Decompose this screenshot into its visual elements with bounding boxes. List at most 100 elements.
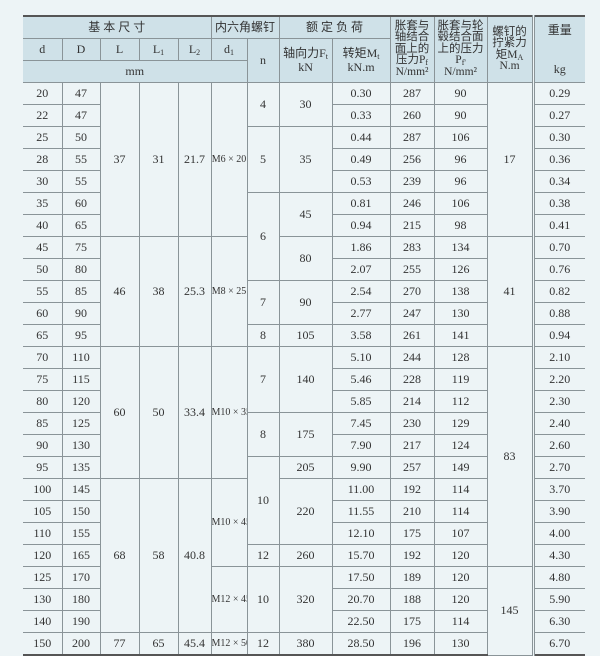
cell-pf: 175	[389, 522, 435, 545]
cell-pf2: 120	[433, 588, 488, 611]
cell-ft: 140	[278, 346, 333, 413]
header-L1-sub: 1	[160, 47, 165, 57]
header-mm-unit: mm	[23, 60, 248, 83]
header-L2: L2	[177, 38, 212, 61]
table-body: 20 47 37 31 21.7 M6 × 20 4 30 0.30 287 90 17 0.29 22 4…	[23, 82, 586, 656]
cell-kg: 4.30	[531, 544, 586, 567]
cell-pf: 217	[389, 434, 435, 457]
cell-d: 180	[61, 588, 101, 611]
cell-l1: 31	[138, 82, 179, 237]
header-basic-dimensions: 基 本 尺 寸	[23, 15, 212, 39]
cell-l2: 25.3	[177, 236, 212, 347]
cell-pf2: 124	[433, 434, 488, 457]
cell-n: 12	[246, 544, 280, 567]
table-row: 28 55 0.49 256 96 0.36	[23, 148, 586, 171]
cell-n: 6	[246, 192, 280, 281]
table-row: 22 47 0.33 260 90 0.27	[23, 104, 586, 127]
cell-n: 12	[246, 632, 280, 656]
cell-pf: 255	[389, 258, 435, 281]
header-D: D	[61, 38, 101, 61]
cell-pf: 261	[389, 324, 435, 347]
cell-d: 55	[61, 170, 101, 193]
cell-pf2: 126	[433, 258, 488, 281]
cell-pf2: 112	[433, 390, 488, 413]
cell-kg: 0.88	[531, 302, 586, 325]
cell-pf2: 128	[433, 346, 488, 369]
cell-n: 5	[246, 126, 280, 193]
cell-pf2: 119	[433, 368, 488, 391]
cell-pf: 192	[389, 478, 435, 501]
cell-d: 70	[23, 346, 63, 369]
cell-pf2: 120	[433, 544, 488, 567]
cell-ft: 380	[278, 632, 333, 656]
cell-mt: 5.10	[331, 346, 391, 369]
cell-pf2: 90	[433, 104, 488, 127]
cell-pf: 283	[389, 236, 435, 259]
cell-d: 28	[23, 148, 63, 171]
cell-d: 120	[61, 390, 101, 413]
cell-mt: 1.86	[331, 236, 391, 259]
cell-ft: 205	[278, 456, 333, 479]
header-weight-unit: kg	[553, 61, 566, 76]
cell-n: 10	[246, 456, 280, 545]
cell-kg: 0.82	[531, 280, 586, 303]
cell-kg: 4.80	[531, 566, 586, 589]
table-row: 65 95 8 105 3.58 261 141 0.94	[23, 324, 586, 347]
cell-d1: M10 × 45	[210, 478, 248, 567]
cell-mt: 5.85	[331, 390, 391, 413]
cell-pf2: 141	[433, 324, 488, 347]
cell-d: 85	[23, 412, 63, 435]
header-n: n	[246, 38, 280, 83]
cell-ma: 83	[486, 346, 534, 567]
header-rated-load: 额 定 负 荷	[278, 15, 391, 39]
header-weight: 重量 kg	[531, 15, 586, 83]
cell-d: 60	[61, 192, 101, 215]
cell-mt: 28.50	[331, 632, 391, 656]
cell-kg: 5.90	[531, 588, 586, 611]
cell-l: 68	[99, 478, 140, 633]
cell-mt: 0.30	[331, 82, 391, 105]
cell-ft: 220	[278, 478, 333, 545]
cell-d: 125	[23, 566, 63, 589]
cell-mt: 2.77	[331, 302, 391, 325]
cell-ft: 30	[278, 82, 333, 127]
header-torque-unit: kN.m	[347, 60, 375, 74]
cell-n: 10	[246, 566, 280, 633]
cell-kg: 2.20	[531, 368, 586, 391]
cell-mt: 11.00	[331, 478, 391, 501]
header-shaft-pressure-label: 胀套与轴结合面上的压力P	[394, 19, 430, 67]
table-row: 95 135 10 205 9.90 257 149 2.70	[23, 456, 586, 545]
cell-l1: 38	[138, 236, 179, 347]
cell-d: 20	[23, 82, 63, 105]
cell-kg: 0.36	[531, 148, 586, 171]
table-row: 140 190 22.50 175 114 6.30	[23, 610, 586, 633]
cell-n: 4	[246, 82, 280, 127]
cell-pf2: 114	[433, 610, 488, 633]
cell-l1: 50	[138, 346, 179, 479]
cell-pf: 239	[389, 170, 435, 193]
cell-d: 80	[23, 390, 63, 413]
header-hub-pressure-sub: f'	[461, 58, 466, 68]
cell-mt: 22.50	[331, 610, 391, 633]
cell-d: 125	[61, 412, 101, 435]
cell-pf2: 138	[433, 280, 488, 303]
cell-kg: 0.41	[531, 214, 586, 237]
cell-l2: 21.7	[177, 82, 212, 237]
cell-ma: 145	[486, 566, 534, 656]
cell-pf: 215	[389, 214, 435, 237]
header-tightening-torque: 螺钉的拧紧力矩MA N.m	[486, 15, 534, 83]
cell-pf: 188	[389, 588, 435, 611]
cell-ft: 35	[278, 126, 333, 193]
cell-kg: 3.70	[531, 478, 586, 501]
cell-mt: 0.49	[331, 148, 391, 171]
cell-pf2: 90	[433, 82, 488, 105]
cell-kg: 0.38	[531, 192, 586, 215]
cell-ft: 105	[278, 324, 333, 347]
table-row: 80 120 5.85 214 112 2.30	[23, 390, 586, 413]
cell-d: 55	[61, 148, 101, 171]
header-L1: L1	[138, 38, 179, 61]
cell-n: 7	[246, 280, 280, 325]
cell-pf: 189	[389, 566, 435, 589]
cell-mt: 20.70	[331, 588, 391, 611]
